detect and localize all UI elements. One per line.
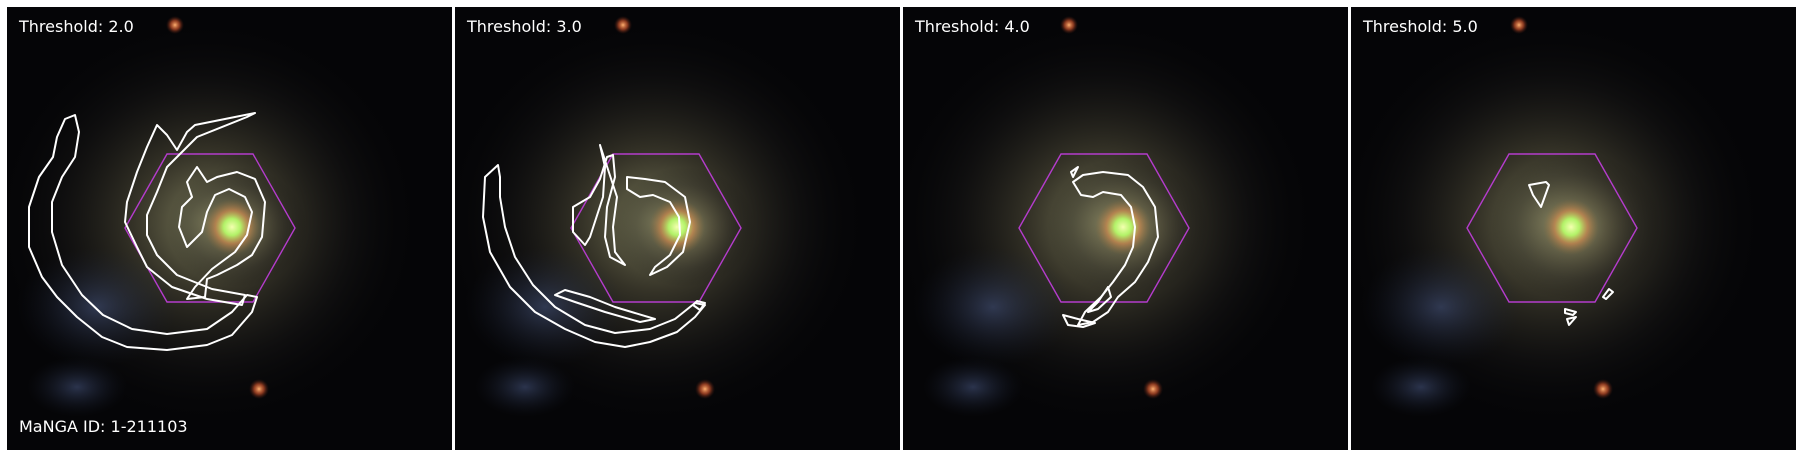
- foreground-star: [695, 379, 715, 399]
- contour-lines: [28, 112, 266, 351]
- galaxy-core: [649, 199, 705, 255]
- foreground-star: [249, 379, 269, 399]
- panel-threshold-5: Threshold: 5.0: [1351, 7, 1796, 450]
- foreground-star: [614, 16, 632, 34]
- contour-lines: [1528, 181, 1614, 326]
- panel-threshold-3: Threshold: 3.0: [455, 7, 900, 450]
- panel-threshold-2: Threshold: 2.0 MaNGA ID: 1-211103: [7, 7, 452, 450]
- galaxy-core: [204, 199, 260, 255]
- foreground-star: [1593, 379, 1613, 399]
- galaxy-image: [1351, 7, 1796, 450]
- galaxy-id-label: MaNGA ID: 1-211103: [19, 417, 188, 436]
- galaxy-core: [1543, 199, 1599, 255]
- galaxy-image: [7, 7, 452, 450]
- threshold-label: Threshold: 2.0: [19, 17, 134, 36]
- foreground-star: [1510, 16, 1528, 34]
- contour-lines: [482, 144, 706, 348]
- ifu-hexagon: [124, 153, 296, 303]
- foreground-star: [1060, 16, 1078, 34]
- threshold-label: Threshold: 3.0: [467, 17, 582, 36]
- foreground-star: [166, 16, 184, 34]
- galaxy-core: [1095, 199, 1151, 255]
- ifu-hexagon: [1018, 153, 1190, 303]
- threshold-label: Threshold: 5.0: [1363, 17, 1478, 36]
- threshold-label: Threshold: 4.0: [915, 17, 1030, 36]
- panel-threshold-4: Threshold: 4.0: [903, 7, 1348, 450]
- foreground-star: [1143, 379, 1163, 399]
- galaxy-image: [903, 7, 1348, 450]
- ifu-hexagon: [1466, 153, 1638, 303]
- contour-lines: [1062, 166, 1159, 328]
- galaxy-image: [455, 7, 900, 450]
